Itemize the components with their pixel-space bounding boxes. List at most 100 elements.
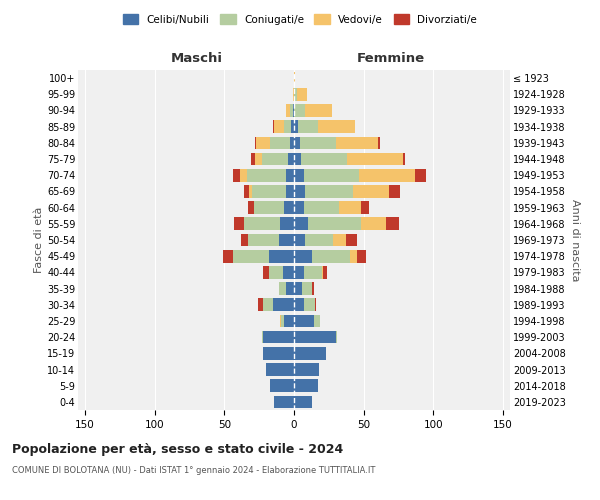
Bar <box>273 120 274 133</box>
Bar <box>357 250 367 262</box>
Bar <box>271 380 294 392</box>
Bar <box>294 363 319 376</box>
Bar <box>359 169 415 181</box>
Text: COMUNE DI BOLOTANA (NU) - Dati ISTAT 1° gennaio 2024 - Elaborazione TUTTITALIA.I: COMUNE DI BOLOTANA (NU) - Dati ISTAT 1° … <box>12 466 376 475</box>
Bar <box>322 266 323 278</box>
Bar <box>294 347 326 360</box>
Bar <box>294 152 301 166</box>
Bar <box>361 218 386 230</box>
Text: Popolazione per età, sesso e stato civile - 2024: Popolazione per età, sesso e stato civil… <box>12 442 343 456</box>
Bar <box>255 136 256 149</box>
Bar <box>263 266 269 278</box>
Bar <box>312 250 350 262</box>
Bar <box>294 250 312 262</box>
Bar <box>269 266 283 278</box>
Bar <box>273 298 294 311</box>
Bar <box>233 169 239 181</box>
Bar <box>294 282 302 295</box>
Bar <box>294 88 297 101</box>
Bar <box>377 136 380 149</box>
Bar <box>294 104 305 117</box>
Bar <box>291 120 294 133</box>
Bar <box>301 152 347 166</box>
Bar <box>286 104 290 117</box>
Bar <box>278 234 294 246</box>
Text: Femmine: Femmine <box>357 52 425 65</box>
Bar <box>280 314 281 328</box>
Y-axis label: Anni di nascita: Anni di nascita <box>569 198 580 281</box>
Bar <box>269 250 294 262</box>
Bar <box>305 104 332 117</box>
Bar <box>308 218 361 230</box>
Bar <box>305 185 353 198</box>
Bar <box>294 169 304 181</box>
Bar <box>315 298 316 311</box>
Bar <box>299 136 336 149</box>
Bar <box>283 266 294 278</box>
Bar <box>248 234 278 246</box>
Bar <box>247 169 286 181</box>
Bar <box>239 169 247 181</box>
Bar <box>294 314 314 328</box>
Bar <box>294 380 317 392</box>
Bar <box>294 298 304 311</box>
Bar <box>294 202 304 214</box>
Bar <box>254 202 284 214</box>
Bar <box>338 202 361 214</box>
Bar <box>284 120 291 133</box>
Bar <box>244 185 250 198</box>
Bar <box>290 136 294 149</box>
Bar <box>297 88 307 101</box>
Bar <box>241 234 248 246</box>
Bar <box>336 331 337 344</box>
Bar <box>304 298 315 311</box>
Bar <box>386 218 398 230</box>
Bar <box>256 136 271 149</box>
Bar <box>251 152 255 166</box>
Bar <box>223 250 233 262</box>
Bar <box>304 266 322 278</box>
Bar <box>286 282 294 295</box>
Bar <box>244 218 280 230</box>
Bar <box>317 120 355 133</box>
Y-axis label: Fasce di età: Fasce di età <box>34 207 44 273</box>
Bar <box>314 314 320 328</box>
Bar <box>347 152 403 166</box>
Bar <box>263 347 294 360</box>
Bar <box>234 218 244 230</box>
Bar <box>294 185 305 198</box>
Bar <box>294 234 305 246</box>
Bar <box>293 104 294 117</box>
Legend: Celibi/Nubili, Coniugati/e, Vedovi/e, Divorziati/e: Celibi/Nubili, Coniugati/e, Vedovi/e, Di… <box>119 10 481 29</box>
Bar <box>323 266 328 278</box>
Bar <box>302 282 312 295</box>
Bar <box>294 331 336 344</box>
Bar <box>252 185 286 198</box>
Bar <box>284 202 294 214</box>
Bar <box>263 298 273 311</box>
Bar <box>266 363 294 376</box>
Bar <box>233 250 269 262</box>
Bar <box>312 282 314 295</box>
Bar <box>353 185 389 198</box>
Bar <box>289 152 294 166</box>
Bar <box>284 314 294 328</box>
Bar <box>294 72 295 85</box>
Bar <box>258 298 263 311</box>
Bar <box>281 314 284 328</box>
Bar <box>274 120 284 133</box>
Bar <box>294 136 299 149</box>
Bar <box>290 104 293 117</box>
Bar <box>263 331 294 344</box>
Bar <box>336 136 377 149</box>
Bar <box>304 202 338 214</box>
Bar <box>248 202 254 214</box>
Bar <box>361 202 369 214</box>
Bar <box>294 120 298 133</box>
Text: Maschi: Maschi <box>171 52 223 65</box>
Bar <box>346 234 357 246</box>
Bar <box>298 120 317 133</box>
Bar <box>262 152 289 166</box>
Bar <box>271 136 290 149</box>
Bar <box>305 234 333 246</box>
